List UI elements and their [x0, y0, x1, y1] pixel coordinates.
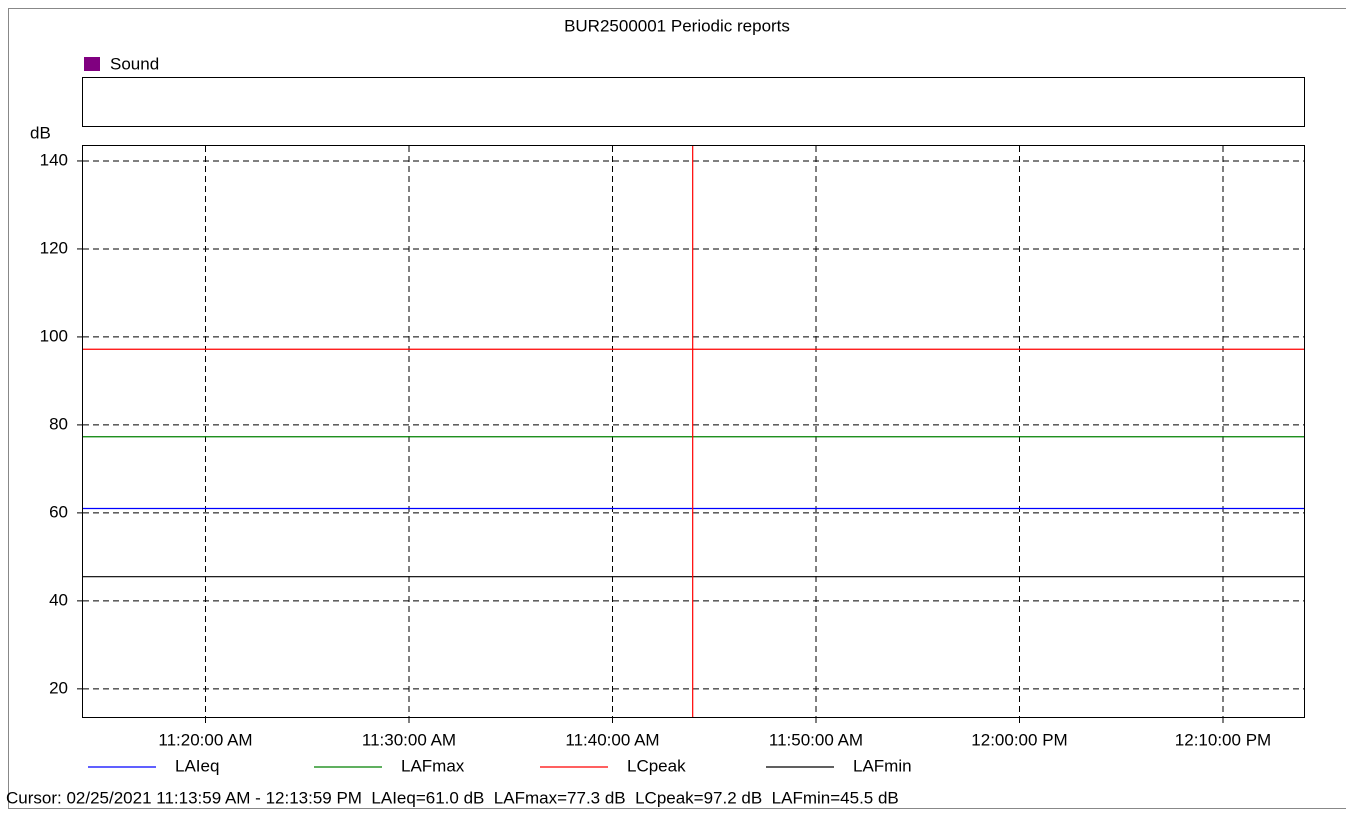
- group-label: Sound: [110, 54, 159, 73]
- y-tick-label: 120: [40, 238, 68, 257]
- x-tick-label: 11:30:00 AM: [362, 730, 456, 749]
- legend-label: LAFmax: [401, 756, 465, 775]
- legend-label: LCpeak: [627, 756, 686, 775]
- chart-title: BUR2500001 Periodic reports: [564, 16, 790, 35]
- y-tick-label: 60: [49, 502, 68, 521]
- y-tick-label: 100: [40, 326, 68, 345]
- y-tick-label: 80: [49, 414, 68, 433]
- y-tick-label: 40: [49, 590, 68, 609]
- group-band: [82, 77, 1305, 127]
- y-tick-label: 140: [40, 150, 68, 169]
- x-tick-label: 12:10:00 PM: [1175, 730, 1271, 749]
- x-tick-label: 11:20:00 AM: [158, 730, 252, 749]
- status-line: Cursor: 02/25/2021 11:13:59 AM - 12:13:5…: [6, 788, 899, 807]
- x-tick-label: 11:40:00 AM: [565, 730, 659, 749]
- legend-label: LAIeq: [175, 756, 219, 775]
- x-tick-label: 11:50:00 AM: [769, 730, 863, 749]
- y-axis-label: dB: [30, 123, 51, 142]
- legend-label: LAFmin: [853, 756, 912, 775]
- y-tick-label: 20: [49, 678, 68, 697]
- group-swatch: [84, 57, 100, 71]
- plot-area: [82, 145, 1305, 718]
- x-tick-label: 12:00:00 PM: [971, 730, 1067, 749]
- frame: [8, 8, 1346, 809]
